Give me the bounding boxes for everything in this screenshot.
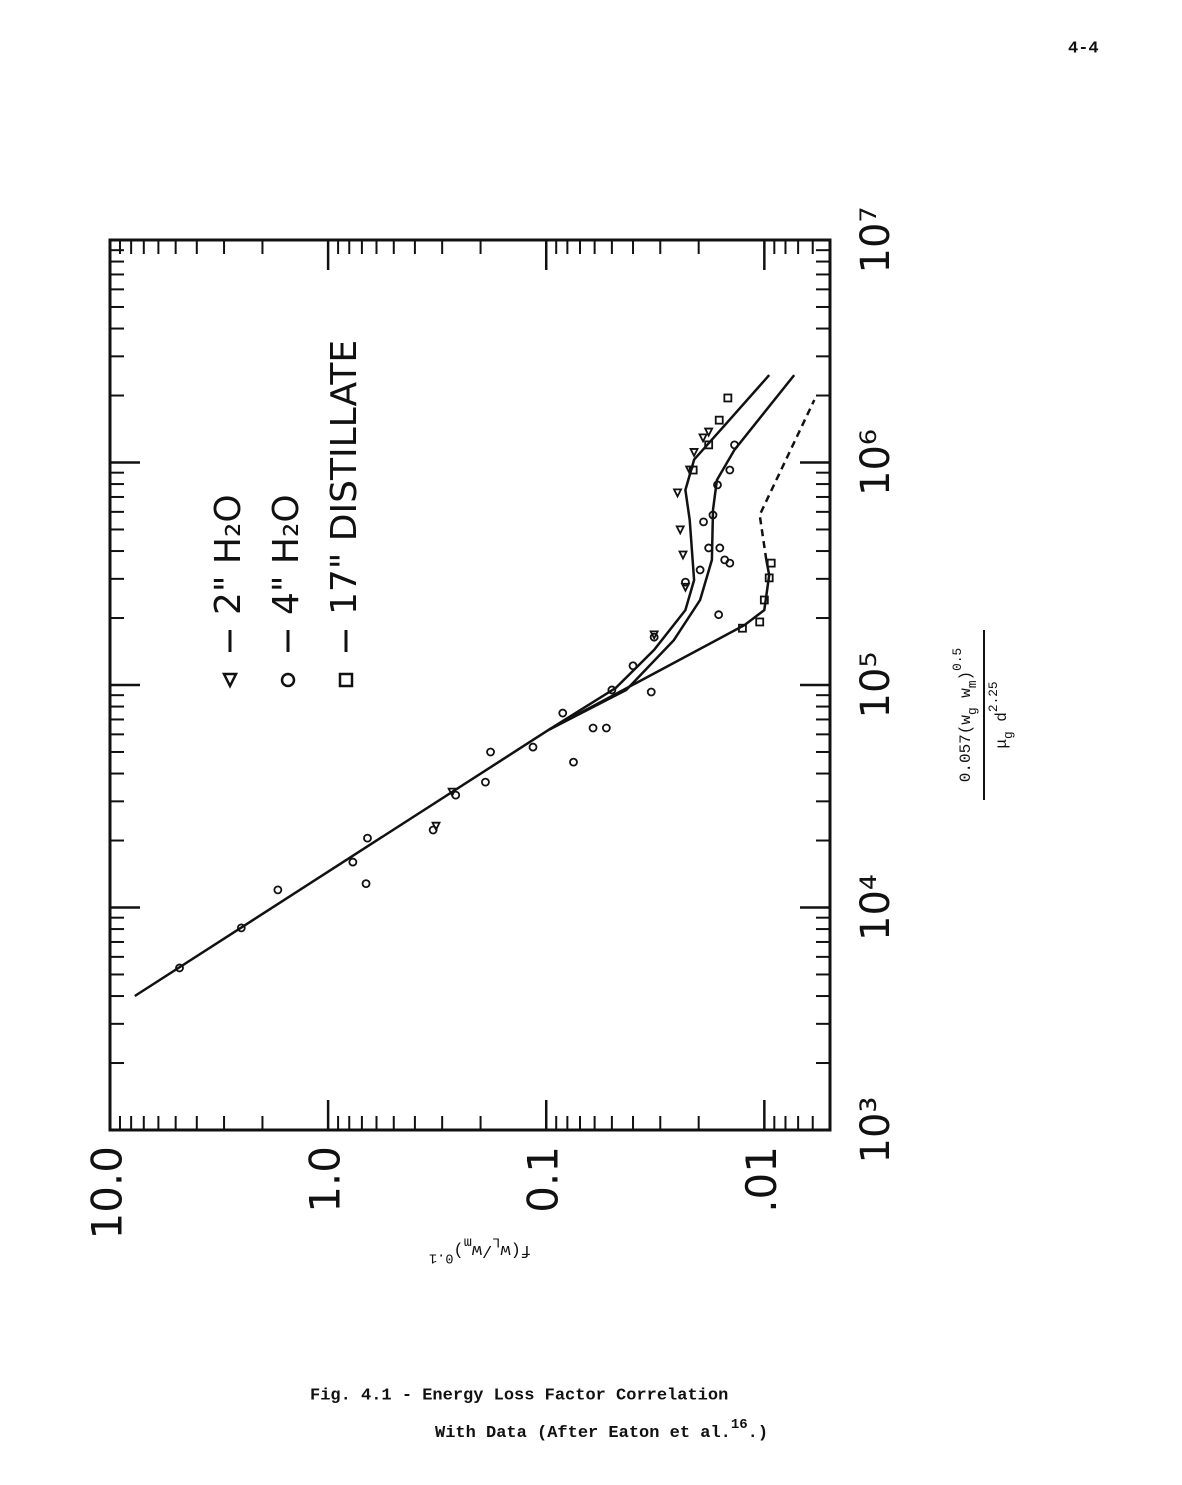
marker-triangle xyxy=(675,525,686,536)
marker-square xyxy=(766,558,776,568)
marker-circle xyxy=(569,757,578,767)
marker-circle xyxy=(558,708,568,718)
marker-square xyxy=(704,440,714,450)
y-axis-label: f(wL/wm)0.1 xyxy=(429,1234,531,1265)
caption-text: .) xyxy=(748,1424,768,1443)
marker-circle xyxy=(361,879,371,889)
marker-square xyxy=(338,672,354,688)
marker-square xyxy=(764,573,774,583)
marker-circle xyxy=(708,510,718,520)
label-part: m xyxy=(966,680,981,688)
marker-circle xyxy=(713,480,722,490)
marker-triangle xyxy=(221,672,239,689)
label-part: 0.5 xyxy=(950,648,965,671)
fit-curve xyxy=(548,559,771,731)
marker-circle xyxy=(695,565,705,575)
marker-triangle xyxy=(672,488,683,499)
marker-circle xyxy=(588,723,598,733)
label-part: ) xyxy=(453,1240,463,1259)
x-axis-label-numerator: 0.057(wg wm)0.5 xyxy=(950,648,980,782)
marker-triangle xyxy=(678,550,688,561)
marker-triangle xyxy=(698,433,709,444)
marker-circle xyxy=(715,543,725,553)
marker-circle xyxy=(175,963,184,973)
marker-circle xyxy=(236,923,246,933)
label-part: ) xyxy=(957,671,975,681)
marker-triangle xyxy=(680,582,691,593)
label-part: /w xyxy=(471,1240,492,1259)
marker-circle xyxy=(646,687,656,697)
y-tick-label: 1.0 xyxy=(301,1146,350,1213)
marker-circle xyxy=(601,723,611,733)
marker-square xyxy=(759,595,769,605)
y-tick-label: 0.1 xyxy=(519,1146,568,1213)
marker-circle xyxy=(649,632,659,642)
marker-circle xyxy=(699,517,708,527)
marker-circle xyxy=(681,577,690,587)
label-part: L xyxy=(492,1234,500,1249)
fit-curve xyxy=(134,728,550,998)
marker-square xyxy=(723,393,733,403)
marker-triangle xyxy=(703,427,714,438)
fit-curve xyxy=(758,399,816,561)
legend-label: 4" H₂O xyxy=(266,494,307,615)
x-tick-label: 10⁶ xyxy=(853,429,899,496)
marker-square xyxy=(755,617,765,627)
marker-square xyxy=(738,623,747,633)
fit-curve xyxy=(548,374,771,731)
label-part: g xyxy=(1002,731,1017,739)
marker-circle xyxy=(451,790,461,800)
marker-circle xyxy=(428,825,438,835)
marker-circle xyxy=(348,857,358,867)
label-part: g xyxy=(966,707,981,715)
legend-label: 2" H₂O xyxy=(208,494,249,615)
label-part: d xyxy=(993,712,1011,731)
plot-frame xyxy=(108,238,832,1132)
marker-circle xyxy=(363,833,372,843)
y-tick-label: .01 xyxy=(737,1146,786,1213)
page-number: 4-4 xyxy=(1068,39,1099,58)
x-axis-label-denominator: μg d2.25 xyxy=(986,681,1016,748)
legend-label: 17" DISTILLATE xyxy=(324,340,365,615)
fit-curve xyxy=(548,374,796,731)
label-part: w xyxy=(957,688,975,708)
marker-square xyxy=(688,465,698,475)
x-tick-label: 10³ xyxy=(853,1097,899,1164)
marker-circle xyxy=(730,440,739,450)
label-part: m xyxy=(464,1234,472,1249)
caption-line: Fig. 4.1 - Energy Loss Factor Correlatio… xyxy=(310,1386,728,1405)
x-tick-label: 10⁴ xyxy=(853,874,899,941)
label-part: 0.057(w xyxy=(957,715,975,783)
x-tick-label: 10⁵ xyxy=(853,652,899,719)
marker-circle xyxy=(273,885,283,895)
label-part: 2.25 xyxy=(986,681,1001,712)
marker-circle xyxy=(280,672,296,688)
marker-circle xyxy=(725,558,735,568)
marker-circle xyxy=(714,610,724,620)
marker-circle xyxy=(607,685,617,695)
label-part: μ xyxy=(993,739,1011,749)
caption-ref: 16 xyxy=(731,1417,748,1433)
y-tick-label: 10.0 xyxy=(83,1146,132,1240)
label-part: f(w xyxy=(500,1240,531,1259)
caption-text: With Data (After Eaton et al. xyxy=(435,1424,731,1443)
caption-line: With Data (After Eaton et al.16.) xyxy=(435,1417,768,1444)
marker-circle xyxy=(704,543,714,553)
label-part: 0.1 xyxy=(429,1250,453,1265)
x-tick-label: 10⁷ xyxy=(853,207,899,274)
marker-circle xyxy=(725,465,735,475)
marker-triangle xyxy=(689,448,700,458)
marker-circle xyxy=(486,747,495,757)
marker-square xyxy=(714,415,724,425)
marker-circle xyxy=(481,777,490,787)
marker-circle xyxy=(528,742,538,752)
marker-circle xyxy=(628,661,638,671)
